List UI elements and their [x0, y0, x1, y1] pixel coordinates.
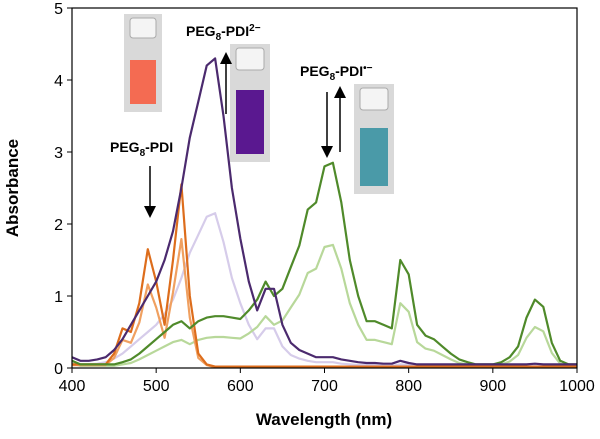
spectrum-line — [72, 238, 577, 369]
y-tick-label: 0 — [54, 361, 63, 378]
annotation: PEG8-PDI — [110, 139, 173, 159]
x-tick-label: 800 — [395, 378, 422, 395]
cuvette-dianion — [230, 44, 270, 162]
annotation: PEG8-PDI2− — [186, 23, 261, 43]
cuvette-radical-anion — [354, 84, 394, 194]
x-tick-label: 1000 — [559, 378, 595, 395]
y-tick-label: 4 — [54, 73, 63, 90]
spectrum-line — [71, 57, 577, 366]
y-tick-label: 1 — [54, 289, 63, 306]
x-tick-label: 400 — [59, 378, 86, 395]
x-tick-label: 500 — [143, 378, 170, 395]
x-tick-label: 600 — [227, 378, 254, 395]
annotation: PEG8-PDI•− — [300, 63, 373, 83]
spectrum-line — [72, 183, 577, 368]
x-tick-label: 900 — [479, 378, 506, 395]
y-tick-label: 2 — [54, 217, 63, 234]
spectrum-line — [71, 161, 577, 366]
x-tick-label: 700 — [311, 378, 338, 395]
cuvette-neutral — [124, 14, 162, 112]
x-axis-label: Wavelength (nm) — [256, 410, 392, 429]
y-tick-label: 5 — [54, 1, 63, 18]
y-axis-label: Absorbance — [3, 139, 22, 237]
plot-lines — [71, 57, 577, 369]
y-tick-label: 3 — [54, 145, 63, 162]
